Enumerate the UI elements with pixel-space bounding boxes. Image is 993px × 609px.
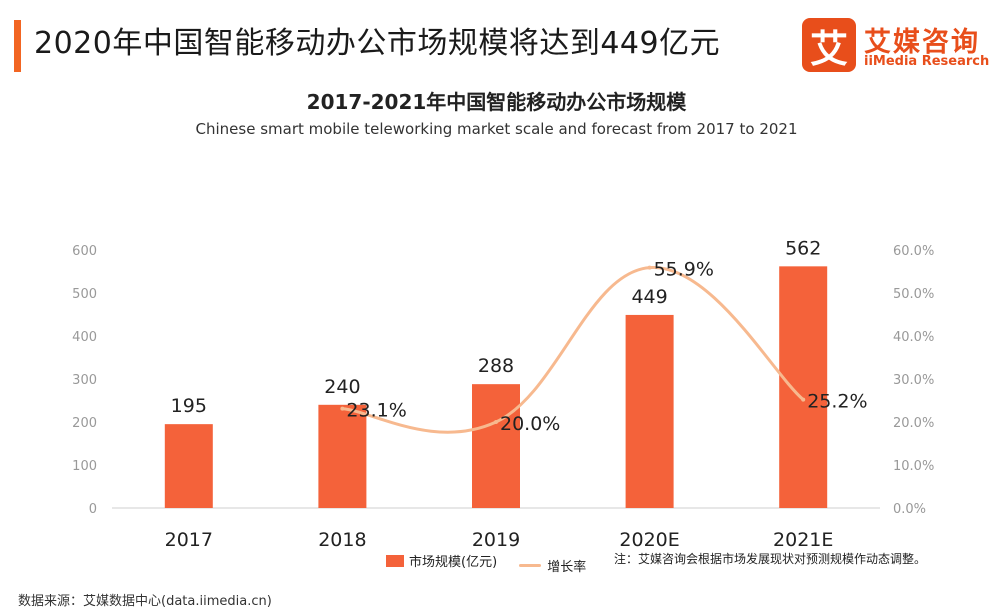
y-left-tick-label: 300: [72, 373, 97, 388]
growth-rate-point: [340, 406, 345, 411]
x-tick-label: 2018: [318, 529, 366, 551]
bar-value-label: 195: [171, 395, 207, 417]
x-tick-label: 2019: [472, 529, 520, 551]
bar: [164, 424, 213, 508]
growth-rate-point: [494, 420, 498, 424]
y-right-tick-label: 0.0%: [893, 502, 926, 517]
legend-item-market-size: 市场规模(亿元): [386, 551, 497, 570]
bar-value-label: 240: [324, 376, 360, 398]
legend-swatch-bar: [386, 554, 404, 567]
growth-rate-line: [340, 266, 805, 434]
iimedia-logo: 艾 艾媒咨询 iiMedia Research: [802, 18, 989, 74]
chart-legend: 市场规模(亿元) 增长率: [386, 551, 604, 575]
y-right-tick-label: 10.0%: [893, 459, 934, 474]
y-right-tick-label: 50.0%: [893, 287, 934, 302]
legend-swatch-line: [519, 563, 542, 567]
title-accent-bar: [14, 20, 21, 72]
y-left-tick-label: 0: [89, 502, 97, 517]
y-right-tick-label: 30.0%: [893, 373, 934, 388]
chart-subtitle: Chinese smart mobile teleworking market …: [195, 120, 798, 138]
bar-value-label: 449: [631, 286, 667, 308]
x-tick-label: 2020E: [619, 529, 679, 551]
growth-rate-label: 23.1%: [346, 400, 406, 422]
y-right-tick-label: 40.0%: [893, 330, 934, 345]
chart-title: 2017-2021年中国智能移动办公市场规模: [306, 90, 687, 114]
legend-label-market-size: 市场规模(亿元): [409, 555, 498, 570]
y-left-tick-label: 200: [72, 416, 97, 431]
y-left-tick-label: 400: [72, 330, 97, 345]
bar: [625, 314, 674, 508]
y-left-tick-label: 100: [72, 459, 97, 474]
bar-value-label: 288: [478, 355, 514, 377]
headline: 2020年中国智能移动办公市场规模将达到449亿元: [34, 26, 721, 61]
bar: [318, 404, 367, 508]
x-tick-label: 2021E: [773, 529, 833, 551]
y-right-tick-label: 20.0%: [893, 416, 934, 431]
y-left-tick-label: 500: [72, 287, 97, 302]
y-right-tick-label: 60.0%: [893, 244, 934, 259]
growth-rate-label: 25.2%: [807, 391, 867, 413]
bar: [779, 266, 828, 508]
forecast-note: 注：艾媒咨询会根据市场发展现状对预测规模作动态调整。: [614, 552, 927, 566]
logo-name-cn: 艾媒咨询: [864, 27, 980, 58]
growth-rate-label: 20.0%: [500, 413, 560, 435]
bar: [472, 384, 520, 508]
logo-mark: 艾: [802, 18, 856, 72]
growth-rate-label: 55.9%: [654, 259, 714, 281]
bar-value-label: 562: [785, 237, 821, 259]
logo-name-en: iiMedia Research: [864, 54, 990, 69]
growth-rate-point: [647, 265, 652, 270]
y-left-tick-label: 600: [72, 244, 97, 259]
legend-item-growth-rate: 增长率: [519, 556, 586, 575]
x-tick-label: 2017: [165, 529, 213, 551]
growth-rate-point: [801, 397, 806, 402]
legend-label-growth-rate: 增长率: [547, 559, 587, 575]
